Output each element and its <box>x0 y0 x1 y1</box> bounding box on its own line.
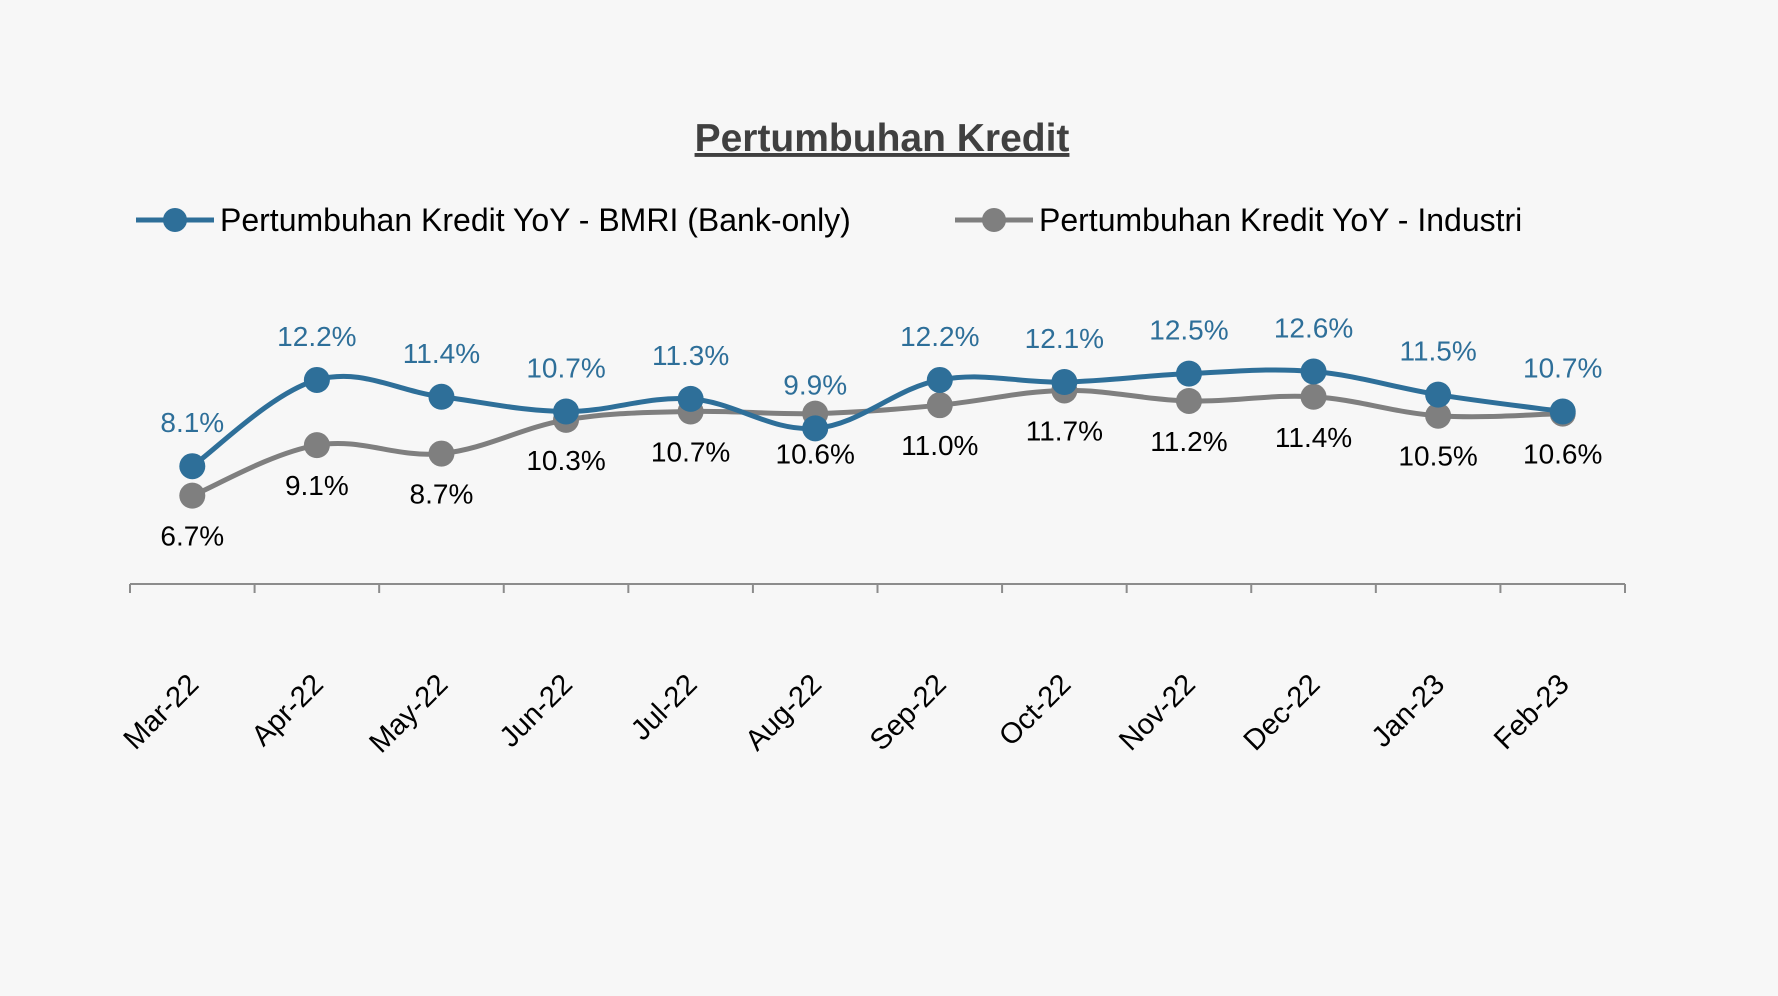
legend-marker-2 <box>982 208 1006 232</box>
data-label-1-jun-22: 10.7% <box>526 352 605 383</box>
data-label-1-aug-22: 9.9% <box>783 369 847 400</box>
data-point-1-oct-22 <box>1051 369 1078 396</box>
data-label-2-oct-22: 11.7% <box>1026 415 1103 446</box>
x-tick-label-oct-22: Oct-22 <box>993 668 1077 752</box>
legend-label-1: Pertumbuhan Kredit YoY - BMRI (Bank-only… <box>220 202 851 238</box>
chart-title: Pertumbuhan Kredit <box>695 117 1070 160</box>
x-tick-label-sep-22: Sep-22 <box>864 668 953 757</box>
data-point-1-may-22 <box>428 383 455 410</box>
data-label-1-apr-22: 12.2% <box>277 321 356 352</box>
data-point-1-jun-22 <box>553 398 580 425</box>
legend-label-2: Pertumbuhan Kredit YoY - Industri <box>1039 202 1522 238</box>
x-tick-label-mar-22: Mar-22 <box>118 668 206 756</box>
x-tick-label-jun-22: Jun-22 <box>494 668 579 753</box>
data-label-1-sep-22: 12.2% <box>900 321 979 352</box>
data-point-1-feb-23 <box>1549 398 1576 425</box>
legend: Pertumbuhan Kredit YoY - BMRI (Bank-only… <box>136 202 1522 238</box>
data-point-1-mar-22 <box>179 453 206 480</box>
x-tick-label-apr-22: Apr-22 <box>246 668 330 752</box>
data-label-2-may-22: 8.7% <box>410 479 474 510</box>
data-label-2-feb-23: 10.6% <box>1523 439 1602 470</box>
data-label-2-aug-22: 10.6% <box>776 439 855 470</box>
x-axis: Mar-22 Apr-22 May-22 Jun-22 Jul-22 Aug-22 Sep-… <box>118 583 1626 759</box>
data-label-2-sep-22: 11.0% <box>901 430 978 461</box>
data-label-1-jul-22: 11.3% <box>652 340 729 371</box>
data-labels: 8.1% 12.2% 11.4% 10.7% 11.3% 9.9% 12.2% 12.1% 12… <box>160 313 1602 552</box>
data-point-2-sep-22 <box>926 392 953 419</box>
data-label-1-nov-22: 12.5% <box>1149 315 1228 346</box>
data-point-2-dec-22 <box>1300 383 1327 410</box>
data-point-1-jan-23 <box>1425 381 1452 408</box>
series-lines <box>190 367 1564 498</box>
x-tick-label-jan-23: Jan-23 <box>1366 668 1451 753</box>
data-point-2-nov-22 <box>1175 387 1202 414</box>
data-label-2-mar-22: 6.7% <box>160 521 224 552</box>
data-point-2-apr-22 <box>303 432 330 459</box>
data-label-1-dec-22: 12.6% <box>1274 313 1353 344</box>
data-label-1-mar-22: 8.1% <box>160 407 224 438</box>
x-tick-label-feb-23: Feb-23 <box>1488 668 1576 756</box>
legend-marker-1 <box>163 208 187 232</box>
data-label-1-oct-22: 12.1% <box>1025 323 1104 354</box>
x-tick-label-aug-22: Aug-22 <box>739 668 828 757</box>
series-points <box>179 358 1576 509</box>
data-point-1-jul-22 <box>677 385 704 412</box>
data-label-2-apr-22: 9.1% <box>285 470 349 501</box>
data-point-1-aug-22 <box>802 415 829 442</box>
data-label-2-jul-22: 10.7% <box>651 436 730 467</box>
x-tick-label-nov-22: Nov-22 <box>1113 668 1202 757</box>
data-point-2-mar-22 <box>179 482 206 509</box>
data-point-1-nov-22 <box>1175 360 1202 387</box>
data-point-1-dec-22 <box>1300 358 1327 385</box>
series-line-2 <box>191 387 1563 498</box>
data-point-2-may-22 <box>428 440 455 467</box>
data-label-2-jan-23: 10.5% <box>1398 441 1477 472</box>
data-label-1-jan-23: 11.5% <box>1399 336 1476 367</box>
data-point-2-jan-23 <box>1425 402 1452 429</box>
x-tick-label-jul-22: Jul-22 <box>625 668 703 746</box>
data-label-1-may-22: 11.4% <box>403 338 480 369</box>
data-label-2-dec-22: 11.4% <box>1275 422 1352 453</box>
x-tick-label-dec-22: Dec-22 <box>1238 668 1327 757</box>
x-tick-label-may-22: May-22 <box>363 668 454 759</box>
data-label-2-jun-22: 10.3% <box>526 445 605 476</box>
data-label-2-nov-22: 11.2% <box>1150 426 1227 457</box>
data-point-1-sep-22 <box>926 366 953 393</box>
data-label-1-feb-23: 10.7% <box>1523 352 1602 383</box>
data-point-1-apr-22 <box>303 366 330 393</box>
